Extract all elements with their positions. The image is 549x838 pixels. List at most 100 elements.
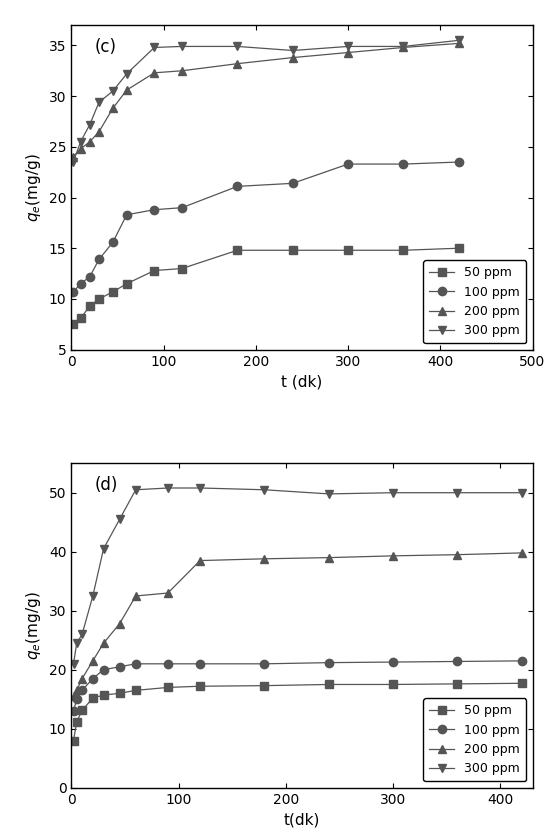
200 ppm xyxy=(116,618,123,628)
300 ppm xyxy=(70,659,77,669)
200 ppm xyxy=(70,691,77,701)
300 ppm xyxy=(518,488,525,498)
50 ppm xyxy=(400,246,407,256)
300 ppm xyxy=(89,591,96,601)
Text: (d): (d) xyxy=(94,476,118,494)
Line: 50 ppm: 50 ppm xyxy=(69,244,463,328)
300 ppm xyxy=(74,639,80,649)
200 ppm xyxy=(179,65,186,75)
300 ppm xyxy=(197,483,203,493)
200 ppm xyxy=(77,144,84,154)
Legend: 50 ppm, 100 ppm, 200 ppm, 300 ppm: 50 ppm, 100 ppm, 200 ppm, 300 ppm xyxy=(423,698,526,782)
200 ppm xyxy=(151,68,158,78)
100 ppm xyxy=(179,203,186,213)
50 ppm xyxy=(454,679,461,689)
100 ppm xyxy=(70,287,76,297)
50 ppm xyxy=(110,287,116,297)
300 ppm xyxy=(400,41,407,51)
200 ppm xyxy=(454,550,461,560)
50 ppm xyxy=(87,301,93,311)
200 ppm xyxy=(390,551,396,561)
50 ppm xyxy=(77,313,84,323)
50 ppm xyxy=(74,716,80,727)
100 ppm xyxy=(165,659,171,669)
100 ppm xyxy=(100,665,107,675)
Line: 100 ppm: 100 ppm xyxy=(69,657,526,715)
50 ppm xyxy=(197,681,203,691)
200 ppm xyxy=(70,152,76,162)
100 ppm xyxy=(390,657,396,667)
300 ppm xyxy=(151,43,158,53)
50 ppm xyxy=(456,243,462,253)
50 ppm xyxy=(179,263,186,273)
Line: 300 ppm: 300 ppm xyxy=(69,36,463,166)
50 ppm xyxy=(116,688,123,698)
200 ppm xyxy=(79,674,86,684)
50 ppm xyxy=(100,690,107,700)
50 ppm xyxy=(151,266,158,276)
Y-axis label: $q_e$(mg/g): $q_e$(mg/g) xyxy=(24,591,43,660)
300 ppm xyxy=(100,544,107,554)
Legend: 50 ppm, 100 ppm, 200 ppm, 300 ppm: 50 ppm, 100 ppm, 200 ppm, 300 ppm xyxy=(423,260,526,344)
100 ppm xyxy=(77,279,84,289)
200 ppm xyxy=(124,85,130,95)
X-axis label: t(dk): t(dk) xyxy=(284,812,320,827)
300 ppm xyxy=(116,515,123,525)
300 ppm xyxy=(345,41,351,51)
50 ppm xyxy=(89,693,96,703)
100 ppm xyxy=(116,662,123,672)
50 ppm xyxy=(132,685,139,696)
100 ppm xyxy=(326,658,332,668)
50 ppm xyxy=(165,682,171,692)
300 ppm xyxy=(96,97,102,107)
Line: 200 ppm: 200 ppm xyxy=(69,39,463,161)
200 ppm xyxy=(132,591,139,601)
300 ppm xyxy=(390,488,396,498)
300 ppm xyxy=(234,41,240,51)
100 ppm xyxy=(124,210,130,220)
100 ppm xyxy=(289,178,296,189)
200 ppm xyxy=(89,656,96,666)
200 ppm xyxy=(197,556,203,566)
300 ppm xyxy=(326,489,332,499)
50 ppm xyxy=(390,680,396,690)
200 ppm xyxy=(345,48,351,58)
100 ppm xyxy=(96,255,102,265)
200 ppm xyxy=(326,552,332,562)
200 ppm xyxy=(110,103,116,113)
200 ppm xyxy=(234,59,240,69)
100 ppm xyxy=(74,694,80,704)
50 ppm xyxy=(326,680,332,690)
200 ppm xyxy=(87,137,93,147)
Text: (c): (c) xyxy=(94,38,116,56)
200 ppm xyxy=(165,588,171,598)
X-axis label: t (dk): t (dk) xyxy=(281,374,323,389)
50 ppm xyxy=(345,246,351,256)
100 ppm xyxy=(197,659,203,669)
200 ppm xyxy=(400,43,407,53)
300 ppm xyxy=(124,69,130,79)
300 ppm xyxy=(79,629,86,639)
100 ppm xyxy=(456,157,462,167)
100 ppm xyxy=(400,159,407,169)
200 ppm xyxy=(96,127,102,137)
100 ppm xyxy=(87,272,93,282)
300 ppm xyxy=(110,86,116,96)
300 ppm xyxy=(179,41,186,51)
200 ppm xyxy=(518,548,525,558)
100 ppm xyxy=(70,706,77,716)
300 ppm xyxy=(87,120,93,130)
300 ppm xyxy=(77,137,84,147)
200 ppm xyxy=(100,639,107,649)
Line: 300 ppm: 300 ppm xyxy=(69,484,526,668)
200 ppm xyxy=(74,685,80,696)
50 ppm xyxy=(518,678,525,688)
300 ppm xyxy=(454,488,461,498)
100 ppm xyxy=(234,181,240,191)
50 ppm xyxy=(289,246,296,256)
50 ppm xyxy=(70,736,77,746)
100 ppm xyxy=(345,159,351,169)
100 ppm xyxy=(454,656,461,666)
Y-axis label: $q_e$(mg/g): $q_e$(mg/g) xyxy=(24,153,43,222)
100 ppm xyxy=(518,656,525,666)
